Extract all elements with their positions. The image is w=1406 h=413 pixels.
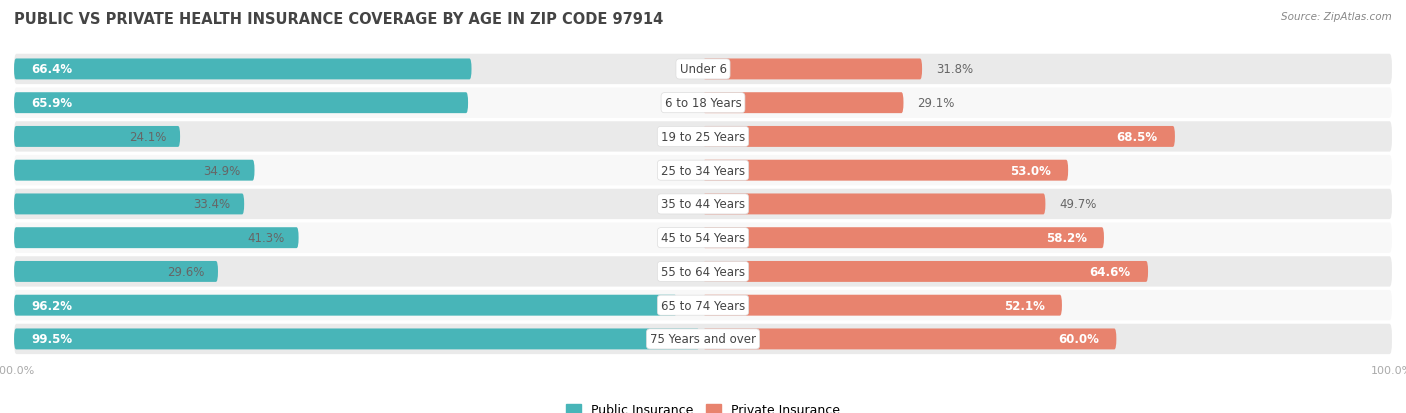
Text: 65.9%: 65.9% <box>31 97 72 110</box>
Text: Source: ZipAtlas.com: Source: ZipAtlas.com <box>1281 12 1392 22</box>
FancyBboxPatch shape <box>703 93 904 114</box>
Text: 29.6%: 29.6% <box>167 265 204 278</box>
FancyBboxPatch shape <box>14 88 1392 119</box>
FancyBboxPatch shape <box>14 189 1392 220</box>
Text: 99.5%: 99.5% <box>31 332 72 346</box>
FancyBboxPatch shape <box>14 156 1392 186</box>
Text: 19 to 25 Years: 19 to 25 Years <box>661 131 745 144</box>
Text: Under 6: Under 6 <box>679 63 727 76</box>
Text: 65 to 74 Years: 65 to 74 Years <box>661 299 745 312</box>
FancyBboxPatch shape <box>14 290 1392 320</box>
Text: 96.2%: 96.2% <box>31 299 72 312</box>
FancyBboxPatch shape <box>14 228 298 249</box>
FancyBboxPatch shape <box>14 329 700 349</box>
FancyBboxPatch shape <box>14 295 676 316</box>
Text: 45 to 54 Years: 45 to 54 Years <box>661 232 745 244</box>
FancyBboxPatch shape <box>14 261 218 282</box>
Text: 52.1%: 52.1% <box>1004 299 1045 312</box>
Text: 33.4%: 33.4% <box>193 198 231 211</box>
Text: 60.0%: 60.0% <box>1059 332 1099 346</box>
FancyBboxPatch shape <box>14 93 468 114</box>
Text: 25 to 34 Years: 25 to 34 Years <box>661 164 745 177</box>
Text: 41.3%: 41.3% <box>247 232 285 244</box>
Text: PUBLIC VS PRIVATE HEALTH INSURANCE COVERAGE BY AGE IN ZIP CODE 97914: PUBLIC VS PRIVATE HEALTH INSURANCE COVER… <box>14 12 664 27</box>
Text: 34.9%: 34.9% <box>204 164 240 177</box>
Text: 6 to 18 Years: 6 to 18 Years <box>665 97 741 110</box>
FancyBboxPatch shape <box>703 261 1149 282</box>
Text: 49.7%: 49.7% <box>1059 198 1097 211</box>
FancyBboxPatch shape <box>14 59 471 80</box>
Text: 35 to 44 Years: 35 to 44 Years <box>661 198 745 211</box>
Text: 53.0%: 53.0% <box>1010 164 1050 177</box>
Legend: Public Insurance, Private Insurance: Public Insurance, Private Insurance <box>561 398 845 413</box>
FancyBboxPatch shape <box>703 127 1175 147</box>
FancyBboxPatch shape <box>703 295 1062 316</box>
Text: 29.1%: 29.1% <box>917 97 955 110</box>
FancyBboxPatch shape <box>14 256 1392 287</box>
FancyBboxPatch shape <box>14 324 1392 354</box>
Text: 24.1%: 24.1% <box>129 131 166 144</box>
FancyBboxPatch shape <box>703 228 1104 249</box>
FancyBboxPatch shape <box>14 223 1392 253</box>
FancyBboxPatch shape <box>14 122 1392 152</box>
Text: 64.6%: 64.6% <box>1090 265 1130 278</box>
FancyBboxPatch shape <box>14 160 254 181</box>
Text: 31.8%: 31.8% <box>936 63 973 76</box>
Text: 66.4%: 66.4% <box>31 63 72 76</box>
Text: 68.5%: 68.5% <box>1116 131 1157 144</box>
FancyBboxPatch shape <box>703 329 1116 349</box>
Text: 58.2%: 58.2% <box>1046 232 1087 244</box>
FancyBboxPatch shape <box>14 127 180 147</box>
FancyBboxPatch shape <box>703 194 1046 215</box>
Text: 75 Years and over: 75 Years and over <box>650 332 756 346</box>
FancyBboxPatch shape <box>703 160 1069 181</box>
Text: 55 to 64 Years: 55 to 64 Years <box>661 265 745 278</box>
FancyBboxPatch shape <box>14 55 1392 85</box>
FancyBboxPatch shape <box>703 59 922 80</box>
FancyBboxPatch shape <box>14 194 245 215</box>
